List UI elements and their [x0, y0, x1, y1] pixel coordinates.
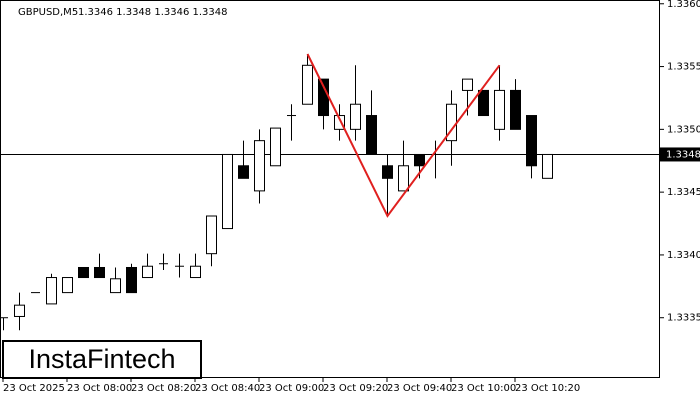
x-tick-label: 23 Oct 2025	[3, 383, 65, 394]
candle-body	[494, 89, 505, 130]
last-price-box	[660, 147, 700, 162]
y-tick-label: 1.3335	[667, 313, 700, 324]
candle-body	[302, 64, 313, 105]
last-price-label: 1.3348	[666, 149, 700, 160]
candle-body	[542, 153, 553, 179]
y-tick-label: 1.3350	[667, 124, 700, 135]
y-tick-label: 1.3345	[667, 187, 700, 198]
candle-body	[78, 266, 89, 279]
candle-body	[334, 115, 345, 130]
candle-body	[62, 277, 73, 294]
candle-body	[94, 266, 105, 279]
candle-body	[414, 153, 425, 167]
candle-body	[382, 165, 393, 179]
candle-body	[270, 127, 281, 167]
logo: InstaFintech	[2, 340, 202, 379]
x-tick-label: 23 Oct 09:00	[259, 383, 324, 394]
x-tick-label: 23 Oct 10:20	[515, 383, 580, 394]
ohlc-text: 1.3346 1.3348 1.3346 1.3348	[78, 7, 228, 18]
candle-body	[142, 265, 153, 279]
candle-body	[14, 304, 25, 317]
candle-body	[238, 165, 249, 179]
x-tick-label: 23 Oct 08:40	[195, 383, 260, 394]
x-tick-label: 23 Oct 08:00	[67, 383, 132, 394]
plot-frame	[0, 0, 660, 378]
candle-body	[510, 89, 521, 130]
candle-body	[462, 78, 473, 91]
x-tick-label: 23 Oct 09:20	[323, 383, 388, 394]
candle-body	[478, 89, 489, 117]
logo-text: InstaFintech	[28, 344, 175, 374]
candle-body	[398, 165, 409, 192]
candle-body	[350, 103, 361, 130]
y-tick-label: 1.3340	[667, 250, 700, 261]
candle-body	[46, 277, 57, 305]
symbol: GBPUSD,M5	[18, 7, 78, 18]
x-tick-label: 23 Oct 08:20	[131, 383, 196, 394]
candle-body	[526, 115, 537, 167]
pattern-line	[306, 53, 501, 218]
x-tick-label: 23 Oct 10:00	[451, 383, 516, 394]
y-tick-label: 1.3360	[667, 0, 700, 10]
x-tick-label: 23 Oct 09:40	[387, 383, 452, 394]
logo-box	[2, 340, 202, 379]
candle-body	[206, 215, 217, 255]
y-tick-label: 1.3355	[667, 62, 700, 73]
candle-body	[190, 265, 201, 279]
candle-body	[126, 266, 137, 294]
candle-body	[222, 153, 233, 230]
candle-body	[254, 140, 265, 192]
candle-body	[110, 278, 121, 294]
candle-body	[366, 115, 377, 155]
